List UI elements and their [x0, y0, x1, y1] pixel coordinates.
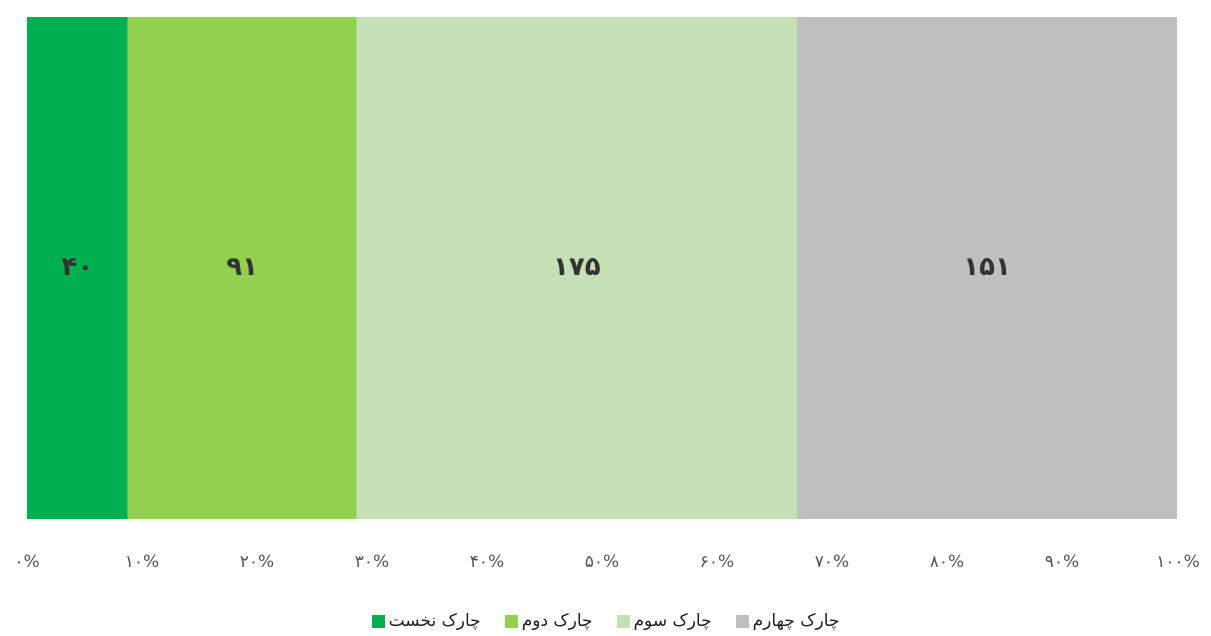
legend-label: چارک سوم	[633, 611, 712, 631]
data-label-2: ۹۱	[226, 252, 258, 282]
bar-segment-2	[127, 17, 357, 519]
data-label-3: ۱۷۵	[553, 252, 601, 282]
legend-swatch	[616, 614, 630, 628]
chart: ۴۰ ۹۱ ۱۷۵ ۱۵۱ ۰% ۱۰% ۲۰% ۳۰% ۴۰% ۵۰% ۶۰% ۷۰% ۸۰% ۹۰% ۱…	[14, 17, 1200, 572]
bar-segment-4	[797, 17, 1177, 519]
x-tick-label: ۲۰%	[240, 552, 274, 572]
x-tick-label: ۱۰%	[125, 552, 159, 572]
x-tick-label: ۱۰۰%	[1156, 552, 1200, 572]
legend-label: چارک دوم	[521, 611, 593, 631]
x-tick-label: ۸۰%	[930, 552, 964, 572]
x-tick-label: ۴۰%	[470, 552, 504, 572]
legend-item-3: چارک سوم	[616, 611, 712, 631]
x-tick-label: ۷۰%	[815, 552, 849, 572]
data-label-4: ۱۵۱	[963, 252, 1011, 282]
legend-item-4: چارک چهارم	[735, 611, 840, 631]
x-tick-label: ۰%	[14, 552, 39, 572]
chart-legend: چارک نخست چارک دوم چارک سوم چارک چهارم	[0, 606, 1211, 636]
legend-item-1: چارک نخست	[371, 611, 481, 631]
bar-segment-1	[27, 17, 128, 519]
x-tick-label: ۹۰%	[1045, 552, 1079, 572]
data-label-1: ۴۰	[61, 252, 93, 282]
x-tick-label: ۶۰%	[700, 552, 734, 572]
x-tick-label: ۵۰%	[585, 552, 619, 572]
legend-swatch	[504, 614, 518, 628]
legend-label: چارک چهارم	[752, 611, 840, 631]
x-tick-label: ۳۰%	[355, 552, 389, 572]
legend-swatch	[371, 614, 385, 628]
legend-label: چارک نخست	[388, 611, 481, 631]
legend-swatch	[735, 614, 749, 628]
legend-item-2: چارک دوم	[504, 611, 593, 631]
bar-segment-3	[356, 17, 798, 519]
